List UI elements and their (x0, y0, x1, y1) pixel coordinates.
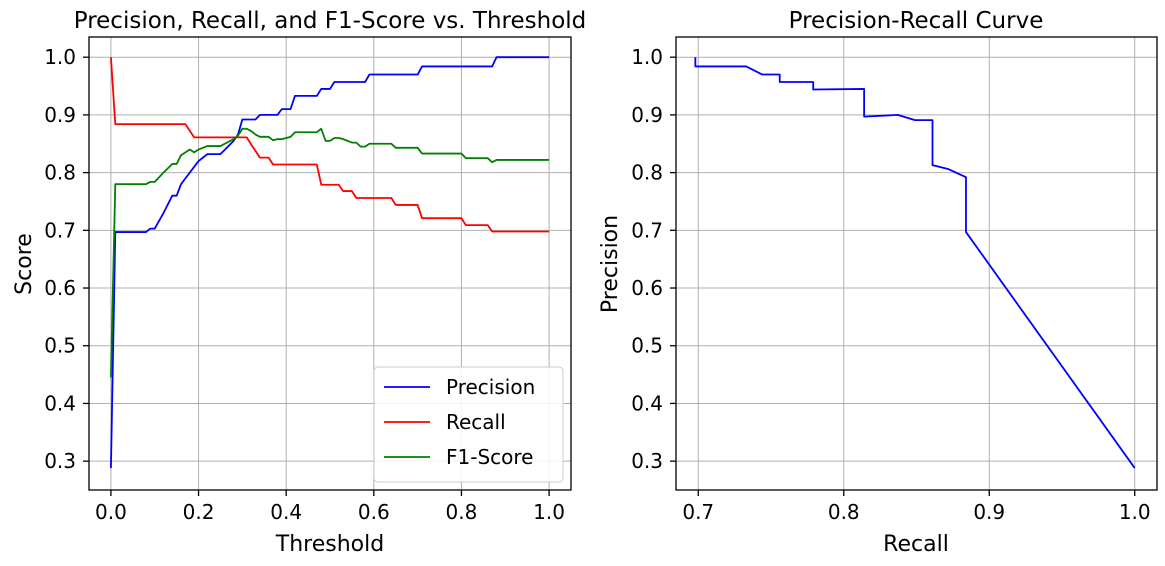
axes-frame-left (88, 36, 572, 491)
y-tick-label: 0.8 (631, 161, 663, 185)
legend-box (373, 366, 564, 483)
y-tick-label: 0.4 (44, 391, 76, 415)
x-tick-label: 1.0 (1119, 500, 1151, 524)
y-tick-label: 1.0 (44, 45, 76, 69)
legend-label-f1: F1-Score (446, 445, 533, 469)
chart-threshold: 0.0 0.2 0.4 0.6 0.8 1.0 0.3 0.4 0.5 0.6 0.7 0.8 0.9 1… (12, 8, 586, 557)
series-line-series-0 (694, 57, 1136, 469)
x-tick-label: 0.2 (183, 500, 215, 524)
legend-label-recall: Recall (446, 410, 506, 434)
x-axis-label-right: Recall (883, 532, 949, 557)
series-line-precision (110, 56, 550, 469)
x-tick-label: 0.8 (828, 500, 860, 524)
ticks-left: 0.0 0.2 0.4 0.6 0.8 1.0 0.3 0.4 0.5 0.6 0.7 0.8 0.9 1… (44, 45, 565, 524)
y-axis-label-left: Score (12, 233, 37, 295)
y-tick-label: 0.9 (44, 103, 76, 127)
grid-right (676, 37, 1157, 490)
x-tick-label: 0.6 (358, 500, 390, 524)
grid-left (89, 37, 571, 490)
legend-label-precision: Precision (446, 375, 535, 399)
y-tick-label: 0.4 (631, 391, 663, 415)
series-left (110, 56, 550, 469)
axes-frame-right (675, 36, 1158, 491)
x-tick-label: 0.0 (95, 500, 127, 524)
y-tick-label: 0.6 (44, 276, 76, 300)
y-tick-label: 0.7 (44, 218, 76, 242)
y-tick-label: 1.0 (631, 45, 663, 69)
x-axis-label-left: Threshold (275, 532, 384, 557)
chart-precision-recall: 0.7 0.8 0.9 1.0 0.3 0.4 0.5 0.6 0.7 0.8 0.9 1.0 Pre… (598, 8, 1158, 557)
y-tick-label: 0.5 (44, 334, 76, 358)
y-axis-label-right: Precision (598, 215, 623, 313)
chart-title-left: Precision, Recall, and F1-Score vs. Thre… (74, 8, 587, 34)
y-tick-label: 0.3 (44, 449, 76, 473)
series-right (694, 57, 1136, 469)
x-tick-label: 0.9 (973, 500, 1005, 524)
y-tick-label: 0.8 (44, 161, 76, 185)
legend: Precision Recall F1-Score (373, 366, 564, 483)
x-tick-label: 0.7 (682, 500, 714, 524)
y-tick-label: 0.9 (631, 103, 663, 127)
y-tick-label: 0.5 (631, 334, 663, 358)
y-tick-label: 0.6 (631, 276, 663, 300)
x-tick-label: 0.4 (270, 500, 302, 524)
y-tick-label: 0.7 (631, 218, 663, 242)
x-tick-label: 1.0 (533, 500, 565, 524)
y-tick-label: 0.3 (631, 449, 663, 473)
series-line-recall (110, 57, 550, 233)
ticks-right: 0.7 0.8 0.9 1.0 0.3 0.4 0.5 0.6 0.7 0.8 0.9 1.0 (631, 45, 1150, 524)
series-line-f1-score (110, 127, 550, 378)
chart-title-right: Precision-Recall Curve (789, 8, 1044, 34)
x-tick-label: 0.8 (446, 500, 478, 524)
